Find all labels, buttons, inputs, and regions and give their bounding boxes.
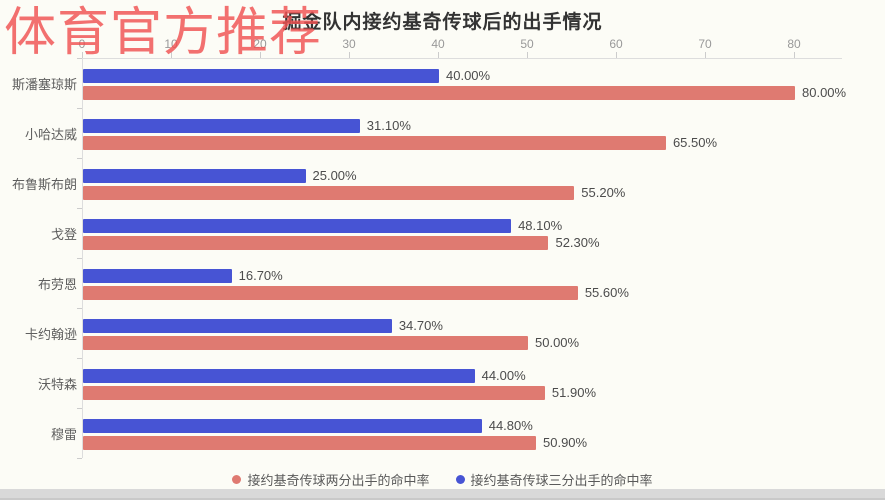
three-point-bar [83,369,475,383]
bar-value-label: 55.20% [581,185,626,201]
two-point-bar [83,436,536,450]
x-tick-label: 0 [78,37,86,51]
three-point-bar [83,219,512,233]
x-axis-line [82,58,842,59]
y-tick-mark [77,258,82,259]
x-tick-label: 60 [609,37,623,51]
three-point-bar [83,119,360,133]
two-point-bar [83,336,528,350]
x-tick-mark [794,52,795,58]
bar-value-label: 40.00% [446,68,491,84]
player-label: 布劳恩 [37,276,77,292]
x-tick-mark [705,52,706,58]
legend-dot [232,475,242,484]
bar-value-label: 50.90% [543,435,588,451]
y-tick-mark [77,208,82,209]
bar-value-label: 16.70% [238,268,283,284]
x-tick-label: 50 [520,37,534,51]
y-tick-mark [77,308,82,309]
bottom-scrollbar-strip [0,489,885,500]
bar-value-label: 55.60% [584,285,629,301]
x-tick-label: 20 [253,37,267,51]
player-label: 沃特森 [37,376,77,392]
bar-value-label: 50.00% [535,335,580,351]
three-point-bar [83,319,392,333]
three-point-bar [83,69,439,83]
three-point-bar [83,169,306,183]
player-label: 戈登 [50,226,77,242]
player-label: 卡约翰逊 [24,326,77,342]
legend: 接约基奇传球两分出手的命中率 接约基奇传球三分出手的命中率 [0,470,885,489]
bar-value-label: 48.10% [518,218,563,234]
two-point-bar [83,386,545,400]
bar-value-label: 31.10% [366,118,411,134]
two-point-bar [83,186,575,200]
bar-value-label: 34.70% [398,318,443,334]
y-tick-mark [77,458,82,459]
player-label: 斯潘塞琼斯 [11,76,77,92]
three-point-bar [83,419,482,433]
x-tick-mark [349,52,350,58]
y-tick-mark [77,408,82,409]
legend-label: 接约基奇传球三分出手的命中率 [470,473,653,488]
x-tick-mark [171,52,172,58]
bar-value-label: 80.00% [802,85,847,101]
bar-value-label: 52.30% [555,235,600,251]
bar-value-label: 44.80% [488,418,533,434]
legend-dot [455,475,465,484]
player-label: 布鲁斯布朗 [11,176,77,192]
x-tick-label: 10 [164,37,178,51]
bar-value-label: 51.90% [551,385,596,401]
legend-item: 接约基奇传球三分出手的命中率 [455,470,653,489]
three-point-bar [83,269,232,283]
x-tick-mark [438,52,439,58]
y-tick-mark [77,58,82,59]
x-tick-mark [616,52,617,58]
x-tick-mark [527,52,528,58]
player-label: 穆雷 [50,426,77,442]
x-tick-label: 40 [431,37,445,51]
legend-item: 接约基奇传球两分出手的命中率 [232,470,430,489]
two-point-bar [83,136,666,150]
x-tick-label: 30 [342,37,356,51]
y-tick-mark [77,358,82,359]
two-point-bar [83,236,549,250]
chart-title: 掘金队内接约基奇传球后的出手情况 [282,12,603,33]
x-tick-mark [82,52,83,58]
y-axis-line [82,58,83,458]
bar-value-label: 44.00% [481,368,526,384]
two-point-bar [83,86,795,100]
x-tick-mark [260,52,261,58]
bar-value-label: 65.50% [672,135,718,151]
two-point-bar [83,286,578,300]
legend-label: 接约基奇传球两分出手的命中率 [247,473,430,488]
x-tick-label: 80 [787,37,801,51]
y-tick-mark [77,158,82,159]
x-tick-label: 70 [698,37,712,51]
bar-value-label: 25.00% [312,168,357,184]
y-tick-mark [77,108,82,109]
player-label: 小哈达威 [24,126,77,142]
